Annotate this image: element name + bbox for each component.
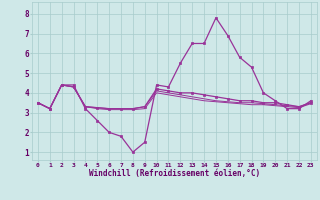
X-axis label: Windchill (Refroidissement éolien,°C): Windchill (Refroidissement éolien,°C) [89, 169, 260, 178]
